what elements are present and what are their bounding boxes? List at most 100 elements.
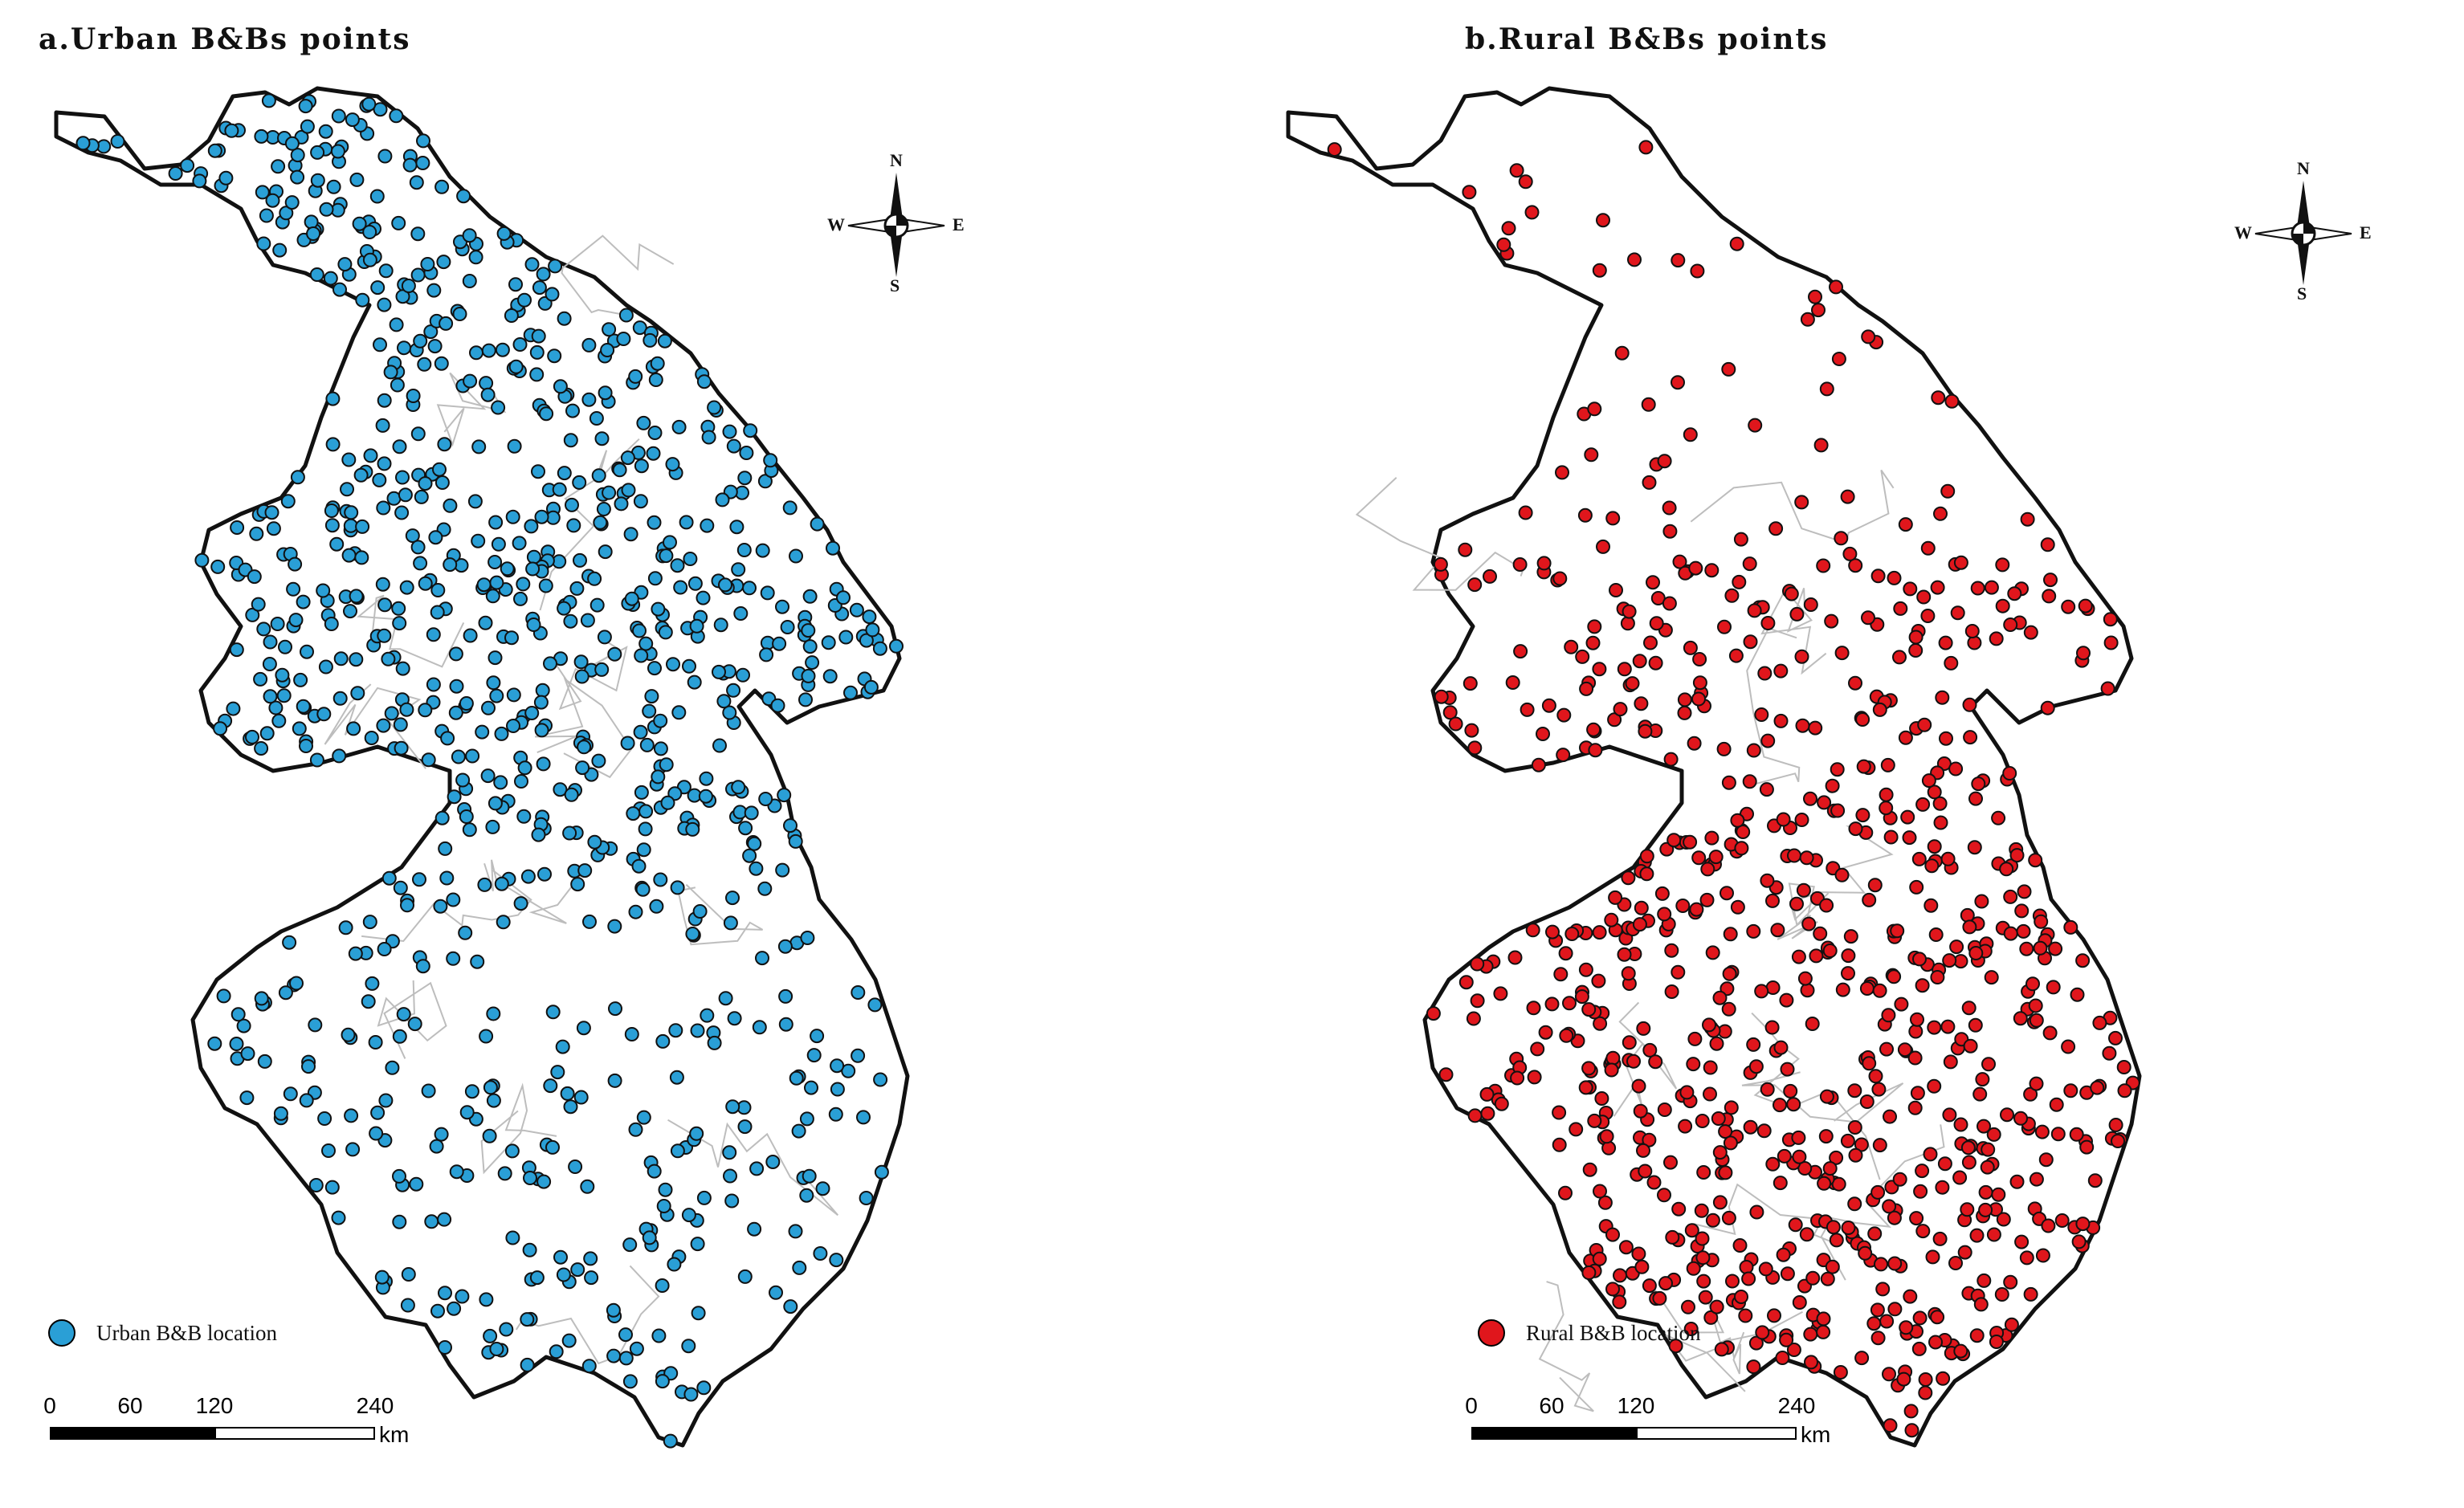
bnb-point bbox=[75, 136, 91, 151]
bnb-point bbox=[1840, 1133, 1855, 1148]
bnb-point bbox=[504, 630, 519, 646]
bnb-point bbox=[576, 1021, 591, 1036]
bnb-point bbox=[1641, 397, 1656, 412]
bnb-point bbox=[550, 1065, 565, 1080]
bnb-point bbox=[1883, 829, 1899, 845]
bnb-point bbox=[2019, 1250, 2034, 1265]
bnb-point bbox=[2103, 635, 2119, 650]
bnb-point bbox=[1935, 1180, 1950, 1195]
bnb-point bbox=[257, 1054, 272, 1069]
bnb-point bbox=[1592, 1251, 1607, 1266]
bnb-point bbox=[1968, 946, 1984, 960]
bnb-point bbox=[1587, 1113, 1602, 1128]
bnb-point bbox=[325, 437, 341, 452]
bnb-point bbox=[1780, 1062, 1795, 1077]
bnb-point bbox=[1944, 655, 1959, 670]
bnb-point bbox=[290, 169, 305, 185]
bnb-point bbox=[494, 726, 509, 741]
bnb-point bbox=[459, 809, 474, 824]
bnb-point bbox=[723, 1168, 737, 1184]
bnb-point bbox=[1699, 892, 1715, 907]
bnb-point bbox=[1593, 1016, 1608, 1031]
bnb-point bbox=[1652, 1290, 1667, 1306]
bnb-point bbox=[354, 550, 369, 565]
bnb-point bbox=[1799, 850, 1814, 866]
bnb-point bbox=[1605, 1227, 1620, 1242]
bnb-point bbox=[1464, 723, 1479, 738]
bnb-point bbox=[495, 342, 510, 357]
bnb-point bbox=[1581, 1061, 1597, 1076]
bnb-point bbox=[1462, 185, 1477, 200]
bnb-point bbox=[1896, 1371, 1911, 1387]
bnb-point bbox=[308, 1178, 324, 1192]
bnb-point bbox=[1671, 375, 1685, 390]
bnb-point bbox=[1591, 973, 1606, 988]
bnb-point bbox=[1923, 898, 1939, 913]
bnb-point bbox=[1936, 1371, 1951, 1386]
bnb-point bbox=[1816, 1311, 1831, 1327]
bnb-point bbox=[659, 548, 674, 564]
bnb-point bbox=[1880, 757, 1895, 772]
bnb-point bbox=[1912, 952, 1927, 967]
bnb-point bbox=[1932, 796, 1948, 811]
bnb-point bbox=[1819, 1089, 1834, 1104]
bnb-point bbox=[1803, 791, 1817, 806]
bnb-point bbox=[788, 1224, 803, 1239]
bnb-point bbox=[381, 870, 397, 886]
bnb-point bbox=[553, 1249, 568, 1265]
bnb-point bbox=[1746, 1359, 1761, 1375]
bnb-point bbox=[1805, 1270, 1821, 1286]
bnb-point bbox=[229, 642, 244, 658]
bnb-point bbox=[1671, 253, 1686, 268]
bnb-point bbox=[1841, 948, 1856, 964]
bnb-point bbox=[802, 1168, 817, 1184]
bnb-point bbox=[591, 468, 606, 483]
bnb-point bbox=[1854, 1137, 1869, 1152]
bnb-point bbox=[479, 1292, 494, 1307]
bnb-point bbox=[1973, 1297, 1989, 1312]
bnb-point bbox=[365, 976, 380, 991]
bnb-point bbox=[1991, 1187, 2006, 1202]
bnb-point bbox=[772, 636, 787, 651]
bnb-point bbox=[1971, 776, 1986, 792]
bnb-point bbox=[683, 552, 698, 566]
bnb-point bbox=[1788, 1217, 1803, 1233]
bnb-point bbox=[349, 652, 364, 667]
bnb-point bbox=[562, 825, 577, 841]
bnb-point bbox=[1847, 1196, 1862, 1212]
bnb-point bbox=[663, 1433, 678, 1449]
bnb-point bbox=[290, 148, 305, 163]
bnb-point bbox=[758, 792, 773, 806]
bnb-point bbox=[479, 1029, 494, 1044]
bnb-point bbox=[1755, 1325, 1770, 1340]
bnb-point bbox=[1470, 956, 1485, 972]
legend-swatch bbox=[48, 1319, 75, 1347]
bnb-point bbox=[1558, 946, 1573, 961]
bnb-point bbox=[1518, 174, 1533, 190]
bnb-point bbox=[565, 497, 579, 512]
bnb-point bbox=[1900, 809, 1915, 825]
bnb-point bbox=[247, 569, 262, 585]
bnb-point bbox=[1916, 589, 1932, 605]
bnb-point bbox=[1569, 1122, 1584, 1137]
bnb-point bbox=[401, 279, 416, 293]
bnb-point bbox=[397, 340, 411, 356]
bnb-point bbox=[2009, 848, 2025, 863]
bnb-point bbox=[361, 96, 377, 112]
bnb-point bbox=[1746, 1037, 1761, 1052]
bnb-point bbox=[524, 706, 540, 720]
bnb-point bbox=[563, 1099, 578, 1115]
bnb-point bbox=[685, 821, 700, 837]
bnb-point bbox=[1825, 778, 1840, 793]
bnb-point bbox=[271, 713, 287, 728]
bnb-point bbox=[393, 717, 408, 732]
bnb-point bbox=[2040, 537, 2055, 552]
bnb-point bbox=[375, 577, 390, 592]
bnb-point bbox=[804, 1080, 818, 1095]
bnb-point bbox=[1818, 1129, 1834, 1144]
bnb-point bbox=[1800, 312, 1815, 327]
bnb-point bbox=[1960, 1202, 1975, 1217]
bnb-point bbox=[1915, 978, 1930, 993]
bnb-point bbox=[545, 1005, 561, 1020]
bnb-point bbox=[607, 1073, 622, 1088]
